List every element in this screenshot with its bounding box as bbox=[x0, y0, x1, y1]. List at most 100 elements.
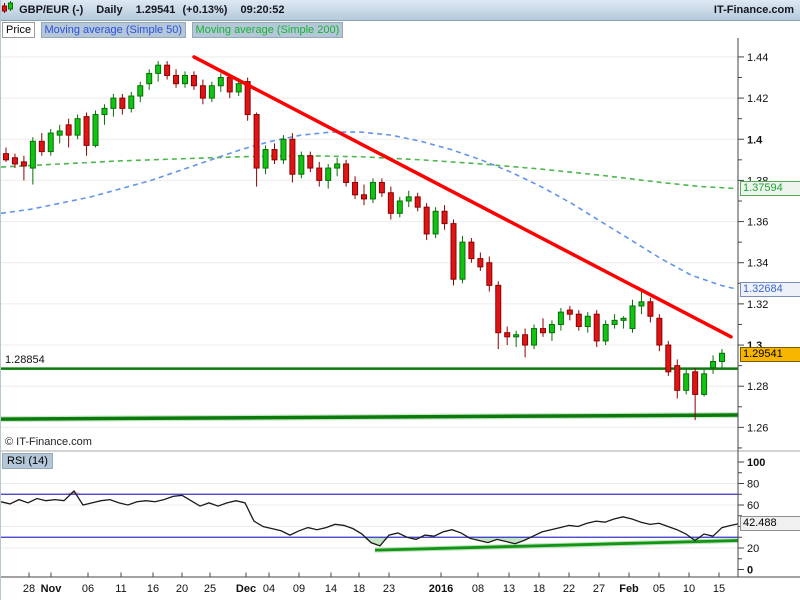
candle-body bbox=[173, 74, 180, 85]
rsi-axis-label: 60 bbox=[747, 500, 759, 512]
candle-body bbox=[137, 85, 144, 97]
x-axis-label: 06 bbox=[82, 583, 94, 595]
rsi-line bbox=[1, 490, 739, 547]
price-axis-label: 1.34 bbox=[747, 258, 768, 270]
candle-body bbox=[352, 181, 359, 196]
candle-body bbox=[620, 317, 627, 321]
downtrend-line bbox=[192, 55, 733, 339]
x-axis-label: 18 bbox=[353, 583, 365, 595]
candle-body bbox=[683, 373, 690, 391]
candle-body bbox=[92, 114, 99, 146]
rising-support-line bbox=[1, 413, 739, 421]
candle-body bbox=[414, 196, 421, 208]
candle-body bbox=[155, 64, 162, 74]
x-axis-label: 16 bbox=[147, 583, 159, 595]
candle-body bbox=[226, 77, 233, 93]
candle-body bbox=[74, 118, 81, 136]
rsi-axis-label: 80 bbox=[747, 479, 759, 491]
symbol-name: GBP/EUR (-) bbox=[19, 4, 84, 16]
rsi-trendline bbox=[374, 539, 739, 552]
candle-body bbox=[513, 334, 520, 338]
candle-body bbox=[298, 155, 305, 175]
candle-body bbox=[119, 97, 126, 109]
candle-body bbox=[190, 74, 197, 87]
x-axis-label: Nov bbox=[41, 583, 63, 595]
rsi-axis-label: 20 bbox=[747, 543, 759, 555]
x-axis-label: 15 bbox=[713, 583, 725, 595]
candle-body bbox=[307, 155, 314, 169]
candle-body bbox=[486, 262, 493, 286]
price-axis-label: 1.36 bbox=[747, 217, 768, 229]
brand-logo: IT-Finance.com bbox=[713, 4, 794, 16]
x-axis-label: 25 bbox=[204, 583, 216, 595]
rsi-axis-label: 0 bbox=[747, 565, 753, 577]
candle-body bbox=[361, 194, 367, 200]
candle-body bbox=[11, 157, 18, 165]
x-axis-label: 27 bbox=[593, 583, 605, 595]
candle-body bbox=[146, 72, 153, 85]
candle-body bbox=[629, 305, 636, 330]
tab-moving-average-50[interactable]: Moving average (Simple 50) bbox=[40, 22, 187, 38]
candle-body bbox=[387, 192, 394, 214]
ma200-line bbox=[1, 154, 739, 190]
candle-body bbox=[674, 365, 681, 391]
candle-body bbox=[29, 140, 36, 169]
candle-body bbox=[101, 107, 108, 116]
candle-body bbox=[56, 130, 63, 136]
candle-body bbox=[477, 258, 484, 268]
candle-body bbox=[584, 315, 591, 328]
candle-body bbox=[262, 149, 269, 169]
ma50-line bbox=[1, 131, 739, 291]
candle-body bbox=[495, 284, 502, 334]
price-axis-label: 1.4 bbox=[747, 134, 763, 146]
candle-body bbox=[208, 85, 215, 99]
tab-rsi[interactable]: RSI (14) bbox=[2, 453, 53, 469]
ma200-value-badge: 1.37594 bbox=[740, 181, 800, 197]
rsi-value-badge: 42.488 bbox=[740, 516, 800, 532]
candle-body bbox=[316, 167, 323, 181]
candle-body bbox=[459, 241, 466, 280]
price-axis-label: 1.32 bbox=[747, 299, 768, 311]
price-change: (+0.13%) bbox=[182, 4, 228, 16]
candle-body bbox=[548, 323, 555, 334]
candle-body bbox=[665, 344, 672, 373]
x-axis-label: 2016 bbox=[429, 583, 453, 595]
quote-time: 09:20:52 bbox=[240, 4, 285, 16]
candle-body bbox=[638, 301, 645, 307]
x-axis-label: 09 bbox=[293, 583, 305, 595]
candle-body bbox=[701, 373, 708, 395]
candle-body bbox=[692, 371, 699, 395]
x-axis-label: 18 bbox=[533, 583, 545, 595]
x-axis-label: 05 bbox=[653, 583, 665, 595]
candle-body bbox=[405, 196, 412, 202]
candle-body bbox=[182, 74, 188, 85]
indicator-tabs: Price Moving average (Simple 50) Moving … bbox=[1, 22, 800, 38]
candle-body bbox=[531, 328, 538, 346]
candle-body bbox=[656, 317, 663, 346]
tab-moving-average-200[interactable]: Moving average (Simple 200) bbox=[191, 22, 344, 38]
price-axis-label: 1.28 bbox=[747, 381, 768, 393]
watermark: © IT-Finance.com bbox=[5, 436, 92, 448]
candle-body bbox=[378, 181, 385, 194]
candle-body bbox=[47, 132, 54, 153]
candle-body bbox=[38, 140, 45, 153]
candle-body bbox=[65, 124, 72, 136]
candle-body bbox=[593, 313, 600, 342]
candle-body bbox=[280, 138, 287, 161]
candle-body bbox=[271, 149, 278, 161]
candle-body bbox=[396, 200, 403, 214]
candle-body bbox=[244, 81, 251, 116]
candle-body bbox=[128, 95, 135, 109]
tab-price[interactable]: Price bbox=[2, 22, 36, 38]
last-price: 1.29541 bbox=[135, 4, 176, 16]
candle-body bbox=[3, 153, 9, 161]
candle-body bbox=[217, 77, 224, 87]
x-axis-label: 11 bbox=[115, 583, 126, 595]
candle-body bbox=[369, 181, 376, 200]
candle-body bbox=[450, 223, 457, 280]
x-axis-label: Dec bbox=[236, 583, 256, 595]
candlestick-series bbox=[3, 61, 725, 421]
candle-body bbox=[719, 352, 725, 363]
